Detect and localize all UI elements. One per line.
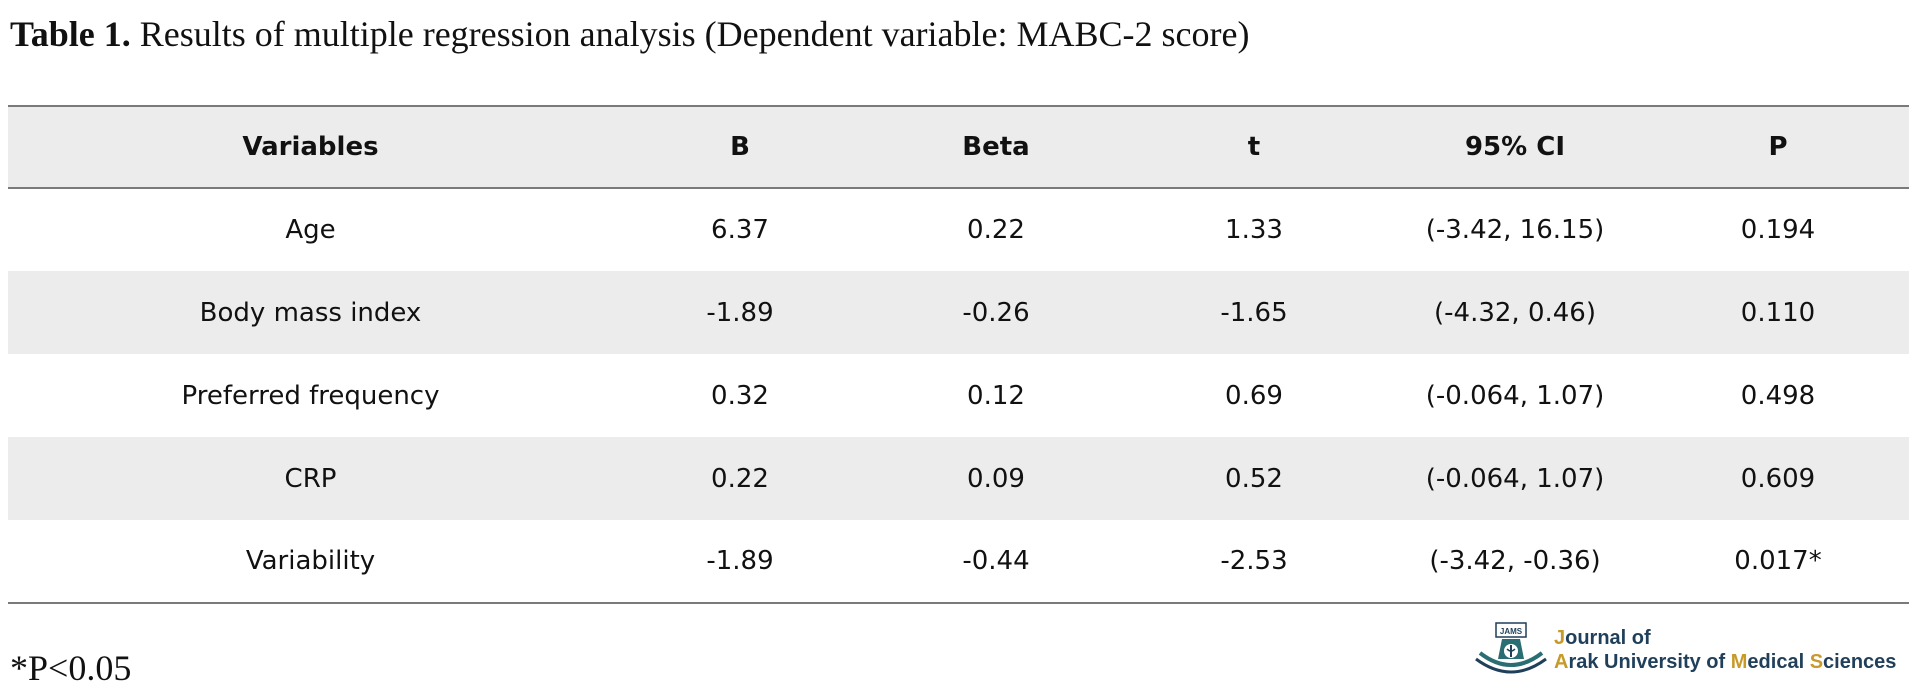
variable-name-cell: Variability [245, 546, 376, 576]
table-cell: -0.26 [962, 297, 1030, 328]
table-cell: 0.32 [711, 380, 769, 411]
table-row: Body mass index -1.89 -0.26 -1.65 (-4.32, 0.… [8, 271, 1909, 354]
column-header: Beta [962, 132, 1030, 162]
journal-name-segment: ournal of [1565, 627, 1651, 649]
table-cell: 0.22 [967, 215, 1025, 245]
journal-name-segment: A [1554, 651, 1569, 673]
journal-name-line2: Arak University of Medical Sciences [1554, 650, 1896, 674]
journal-name-segment: S [1809, 651, 1824, 673]
column-header: Variables [242, 132, 379, 162]
table-cell: -0.44 [962, 546, 1030, 576]
journal-logo: JAMS Journal of Arak University of Medic… [1472, 617, 1896, 683]
column-header: P [1768, 132, 1788, 162]
table-row: Variability -1.89 -0.44 -2.53 (-3.42, -0.36)… [8, 520, 1909, 603]
table-cell: (-3.42, 16.15) [1425, 215, 1605, 245]
table-caption-label: Table 1. [10, 14, 131, 54]
variable-name-cell: Preferred frequency [181, 380, 440, 411]
journal-name-segment: M [1730, 651, 1748, 673]
column-header: B [730, 132, 750, 162]
journal-name: Journal of Arak University of Medical Sc… [1554, 626, 1896, 674]
table-cell: 6.37 [711, 215, 769, 245]
table-cell: (-0.064, 1.07) [1425, 380, 1605, 411]
table-cell: 1.33 [1225, 215, 1283, 245]
journal-name-segment: ciences [1823, 651, 1897, 673]
table-cell: 0.194 [1740, 215, 1816, 245]
variable-name-cell: Age [285, 215, 336, 245]
variable-name-cell: CRP [284, 463, 337, 494]
table-row: CRP 0.22 0.09 0.52 (-0.064, 1.07) 0.609 [8, 437, 1909, 520]
journal-name-segment: rak University of [1568, 651, 1731, 673]
table-body: Age 6.37 0.22 1.33 (-3.42, 16.15) 0.194 Body m… [8, 188, 1909, 603]
table-header-row: Variables B Beta t 95% CI P [8, 106, 1909, 188]
table-cell: -1.89 [706, 546, 774, 576]
journal-name-segment: edical [1747, 651, 1810, 673]
table-cell: 0.498 [1740, 380, 1816, 411]
table-cell: 0.017* [1734, 546, 1822, 576]
table-caption-text: Results of multiple regression analysis … [139, 14, 1250, 54]
table-cell: 0.609 [1740, 463, 1816, 494]
significance-footnote: *P<0.05 [10, 648, 132, 688]
table-cell: 0.52 [1225, 463, 1283, 494]
table-cell: -2.53 [1220, 546, 1288, 576]
table-cell: 0.12 [967, 380, 1025, 411]
table-cell: (-4.32, 0.46) [1434, 297, 1596, 328]
table-cell: (-3.42, -0.36) [1429, 546, 1601, 576]
jams-emblem-label: JAMS [1500, 627, 1523, 636]
table-row: Preferred frequency 0.32 0.12 0.69 (-0.064, … [8, 354, 1909, 437]
jams-emblem-icon: JAMS [1475, 622, 1547, 674]
table-cell: 0.110 [1740, 297, 1816, 328]
variable-name-cell: Body mass index [199, 297, 422, 328]
regression-results-table: Variables B Beta t 95% CI P Age 6.37 0.22 1.33 (-… [8, 105, 1909, 604]
table-cell: 0.09 [967, 463, 1025, 494]
table-cell: -1.65 [1220, 297, 1288, 328]
table-caption: Table 1. Results of multiple regression … [10, 12, 1249, 56]
column-header: t [1247, 132, 1261, 162]
journal-name-line1: Journal of [1554, 626, 1896, 650]
column-header: 95% CI [1464, 132, 1566, 162]
journal-name-segment: J [1554, 627, 1566, 649]
table-cell: 0.69 [1225, 380, 1283, 411]
table-cell: (-0.064, 1.07) [1425, 463, 1605, 494]
table-cell: -1.89 [706, 297, 774, 328]
table-cell: 0.22 [711, 463, 769, 494]
table-row: Age 6.37 0.22 1.33 (-3.42, 16.15) 0.194 [8, 188, 1909, 271]
